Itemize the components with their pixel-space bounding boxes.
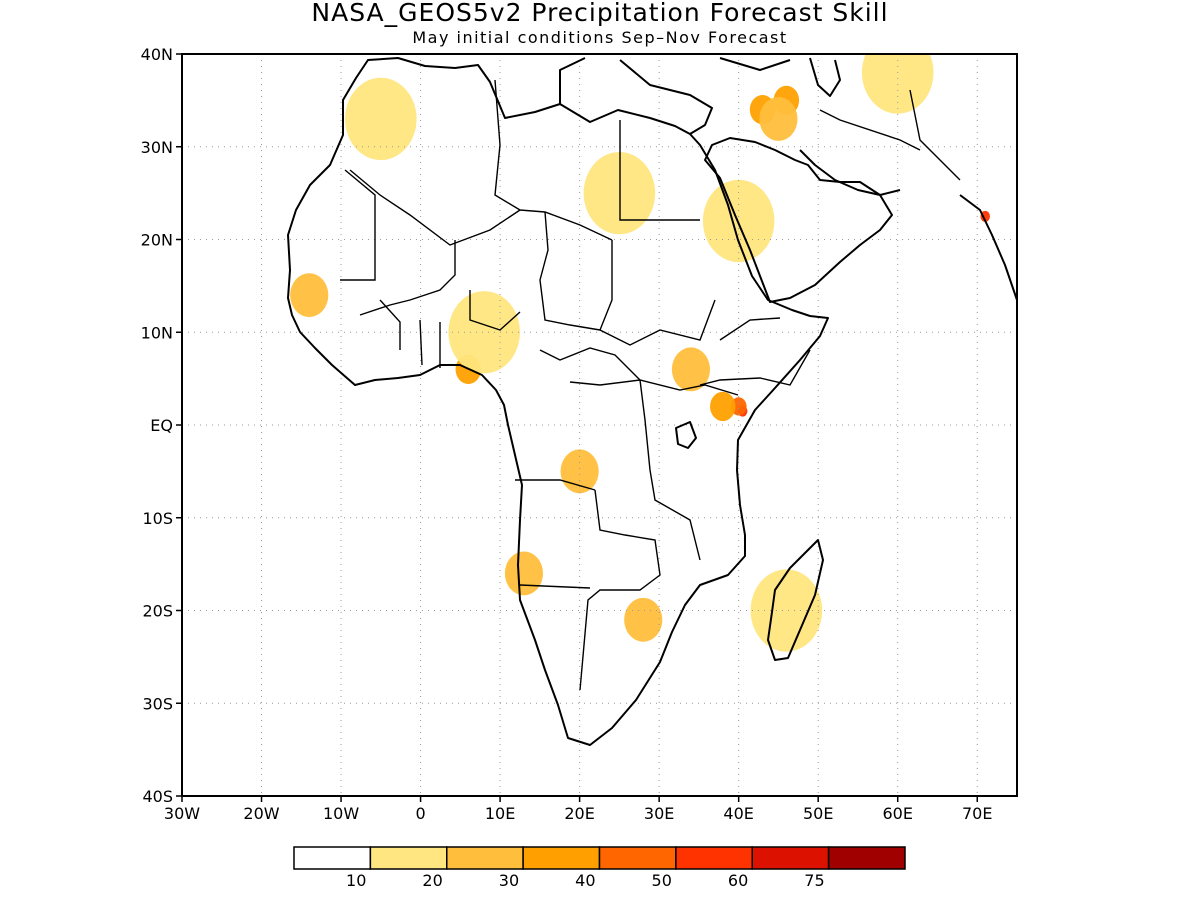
madagascar-coastline: [767, 539, 824, 661]
lat-tick-label: 10S: [142, 509, 173, 528]
skill-region: [290, 273, 329, 318]
colorbar-swatch: [598, 846, 677, 870]
skill-region: [702, 179, 775, 263]
lat-tick-label: 20N: [141, 231, 173, 250]
lon-tick-label: 10W: [323, 804, 359, 823]
lat-tick-label: 30S: [142, 694, 173, 713]
lon-tick-label: 50E: [803, 804, 833, 823]
lon-tick-label: 30E: [644, 804, 674, 823]
india-coastline: [959, 194, 1017, 301]
colorbar: 10 20 30 40 50 60 75: [293, 846, 906, 890]
lat-tick-label: 40N: [141, 45, 173, 64]
skill-region: [345, 77, 417, 161]
lon-tick-label: 60E: [882, 804, 912, 823]
lon-tick-label: 20E: [564, 804, 594, 823]
lon-tick-label: 70E: [962, 804, 992, 823]
border-lines: [340, 79, 961, 691]
colorbar-label: 20: [422, 871, 442, 890]
persian-gulf-coastline: [799, 149, 901, 196]
latitude-axis: 40N 30N 20N 10N EQ 10S 20S 30S 40S: [141, 45, 182, 806]
colorbar-label: 50: [652, 871, 672, 890]
lon-tick-label: 30W: [164, 804, 200, 823]
africa-coastline: [287, 57, 829, 746]
country-borders: [340, 79, 961, 691]
lon-tick-label: 0: [415, 804, 425, 823]
lat-tick-label: 20S: [142, 602, 173, 621]
lake-victoria: [675, 421, 697, 449]
skill-region: [671, 347, 711, 392]
colorbar-swatch: [446, 846, 524, 870]
colorbar-swatch: [369, 846, 448, 870]
lat-tick-label: 10N: [141, 323, 173, 342]
skill-region: [750, 569, 823, 652]
colorbar-swatch: [675, 846, 753, 870]
colorbar-label: 10: [346, 871, 366, 890]
coastline-layer: [287, 57, 1017, 746]
chart-title: NASA_GEOS5v2 Precipitation Forecast Skil…: [311, 0, 889, 27]
colorbar-label: 60: [728, 871, 748, 890]
arabia-coastline: [704, 137, 893, 303]
skill-region: [504, 551, 544, 596]
caspian-coastline: [809, 57, 841, 97]
colorbar-swatch: [827, 846, 906, 870]
chart-subtitle: May initial conditions Sep–Nov Forecast: [412, 28, 788, 47]
skill-region: [759, 96, 798, 141]
lat-tick-label: EQ: [150, 416, 173, 435]
lon-tick-label: 10E: [485, 804, 515, 823]
mediterranean-coastline: [559, 57, 713, 135]
lat-tick-label: 40S: [142, 787, 173, 806]
colorbar-swatch: [293, 846, 372, 870]
gridlines: [182, 54, 1017, 796]
colorbar-label: 75: [804, 871, 824, 890]
colorbar-swatch: [751, 846, 830, 870]
skill-region: [448, 291, 520, 374]
skill-region: [861, 54, 934, 114]
lat-tick-label: 30N: [141, 138, 173, 157]
black-sea-coastline: [719, 57, 791, 71]
skill-region: [624, 597, 663, 642]
skill-region: [710, 391, 736, 422]
colorbar-label: 40: [575, 871, 595, 890]
colorbar-label: 30: [499, 871, 519, 890]
colorbar-swatch: [522, 846, 601, 870]
lon-tick-label: 40E: [723, 804, 753, 823]
longitude-axis: 30W 20W 10W 0 10E 20E 30E 40E 50E 60E 70E: [164, 796, 992, 823]
lon-tick-label: 20W: [243, 804, 279, 823]
